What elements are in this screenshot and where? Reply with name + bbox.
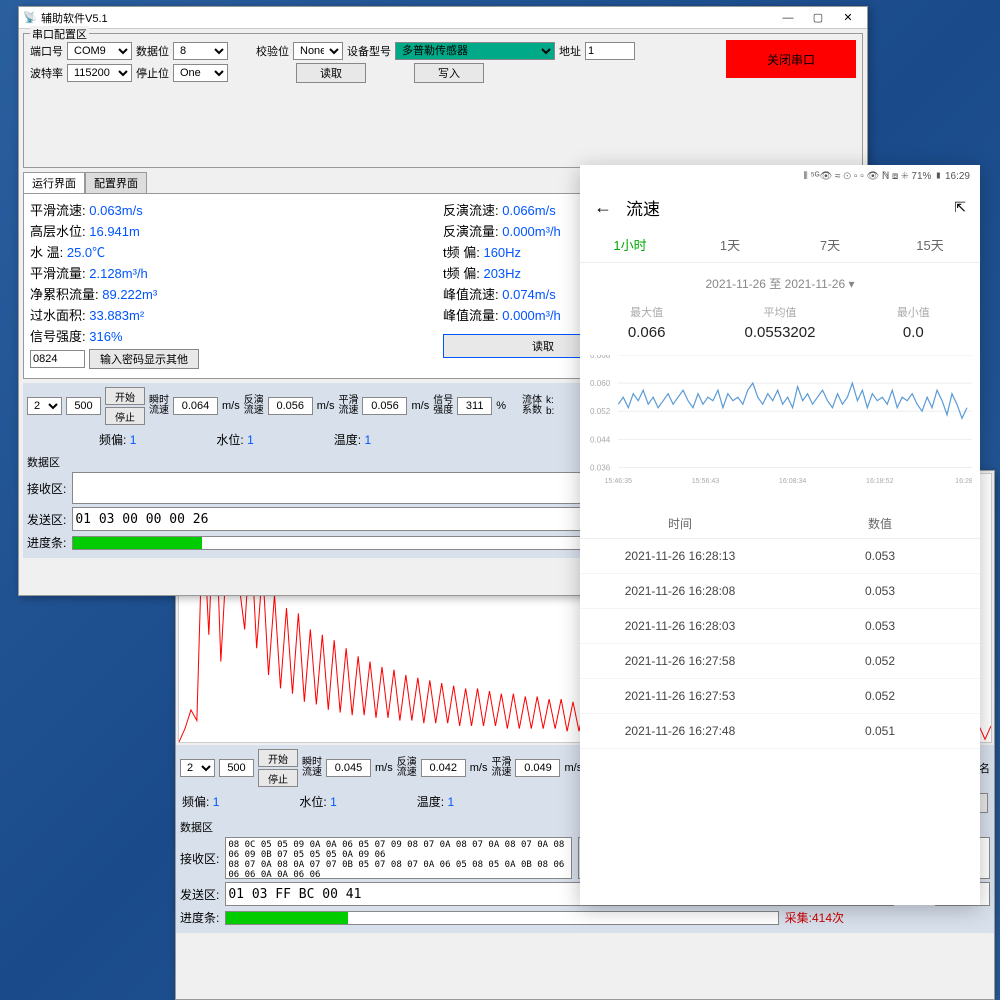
- tab-run[interactable]: 运行界面: [23, 172, 85, 193]
- smooth-vel-label: 平滑 流速: [491, 758, 511, 778]
- inst-vel-label: 瞬时 流速: [302, 758, 322, 778]
- parity-select[interactable]: None: [293, 42, 343, 60]
- svg-text:0.044: 0.044: [590, 435, 611, 444]
- close-port-button[interactable]: 关闭串口: [726, 40, 856, 78]
- svg-text:0.036: 0.036: [590, 464, 611, 473]
- progress-bar-2: [225, 911, 778, 925]
- write-button[interactable]: 写入: [414, 63, 484, 83]
- data-list-header: 时间 数值: [580, 505, 980, 539]
- share-icon[interactable]: ⇱: [954, 199, 966, 216]
- svg-text:0.060: 0.060: [590, 379, 611, 388]
- inv-vel-input[interactable]: [421, 759, 466, 777]
- recv-label: 接收区:: [180, 850, 219, 867]
- back-icon[interactable]: ←: [594, 197, 612, 218]
- mobile-app: ⫴ ⁵ᴳ👁 ≈ ⊙ ▫ ▫ 👁 ℕ ⧈ ✳ 71% ▮ 16:29 ← 流速 ⇱…: [580, 165, 980, 905]
- stats-row: 最大值0.066平均值0.0553202最小值0.0: [580, 300, 980, 349]
- device-select[interactable]: 多普勒传感器: [395, 42, 555, 60]
- sel-2[interactable]: [219, 759, 254, 777]
- mobile-statusbar: ⫴ ⁵ᴳ👁 ≈ ⊙ ▫ ▫ 👁 ℕ ⧈ ✳ 71% ▮ 16:29: [580, 165, 980, 187]
- list-item: 2021-11-26 16:27:580.052: [580, 644, 980, 679]
- stop-button[interactable]: 停止: [258, 769, 298, 787]
- read-button[interactable]: 读取: [296, 63, 366, 83]
- mobile-chart: 0.036 0.044 0.052 0.060 0.068 15:46:35 15:56:4…: [588, 355, 972, 485]
- list-item: 2021-11-26 16:28:030.053: [580, 609, 980, 644]
- tab-7天[interactable]: 7天: [780, 227, 880, 262]
- stat: 最小值0.0: [847, 304, 980, 341]
- svg-text:15:56:43: 15:56:43: [692, 478, 720, 485]
- start-button[interactable]: 开始: [105, 387, 145, 405]
- svg-text:16:28:1: 16:28:1: [955, 478, 972, 485]
- svg-text:0.052: 0.052: [590, 407, 611, 416]
- list-item: 2021-11-26 16:27:530.052: [580, 679, 980, 714]
- collect-count-2: 采集:414次: [785, 909, 844, 926]
- sel-1[interactable]: 2: [27, 397, 62, 415]
- close-icon[interactable]: ✕: [833, 8, 863, 28]
- pwd-input[interactable]: [30, 350, 85, 368]
- tab-1小时[interactable]: 1小时: [580, 227, 680, 262]
- recv-textarea[interactable]: 08 0C 05 05 09 0A 0A 06 05 07 09 08 07 0…: [225, 837, 571, 879]
- svg-text:16:18:52: 16:18:52: [866, 478, 894, 485]
- list-item: 2021-11-26 16:28:080.053: [580, 574, 980, 609]
- signal-input[interactable]: [457, 397, 492, 415]
- baud-select[interactable]: 115200: [67, 64, 132, 82]
- svg-text:15:46:35: 15:46:35: [605, 478, 633, 485]
- list-item: 2021-11-26 16:28:130.053: [580, 539, 980, 574]
- mobile-header: ← 流速 ⇱: [580, 187, 980, 227]
- svg-text:0.068: 0.068: [590, 355, 611, 360]
- smooth-vel-input[interactable]: [362, 397, 407, 415]
- minimize-icon[interactable]: —: [773, 8, 803, 28]
- tab-1天[interactable]: 1天: [680, 227, 780, 262]
- port-select[interactable]: COM9: [67, 42, 132, 60]
- pwd-button[interactable]: 输入密码显示其他: [89, 349, 199, 369]
- serial-config-group: 串口配置区 端口号 COM9 数据位 8 校验位 None 设备型号 多普勒传感…: [23, 33, 863, 168]
- maximize-icon[interactable]: ▢: [803, 8, 833, 28]
- send-label: 发送区:: [180, 886, 219, 903]
- inst-vel-input[interactable]: [326, 759, 371, 777]
- sel-1[interactable]: 2: [180, 759, 215, 777]
- tab-15天[interactable]: 15天: [880, 227, 980, 262]
- date-range[interactable]: 2021-11-26 至 2021-11-26 ▾: [580, 263, 980, 300]
- inv-vel-input[interactable]: [268, 397, 313, 415]
- progress-bar-1: [72, 536, 587, 550]
- databits-select[interactable]: 8: [173, 42, 228, 60]
- page-title: 流速: [626, 195, 940, 220]
- list-item: 2021-11-26 16:27:480.051: [580, 714, 980, 749]
- app-icon: 📡: [23, 11, 37, 25]
- stopbits-select[interactable]: One: [173, 64, 228, 82]
- titlebar: 📡 辅助软件V5.1 — ▢ ✕: [19, 7, 867, 29]
- start-button[interactable]: 开始: [258, 749, 298, 767]
- inv-vel-label: 反演 流速: [397, 758, 417, 778]
- inst-vel-input[interactable]: [173, 397, 218, 415]
- sel-2[interactable]: [66, 397, 101, 415]
- addr-input[interactable]: [585, 42, 635, 60]
- window-title: 辅助软件V5.1: [41, 10, 108, 26]
- stat: 平均值0.0553202: [713, 304, 846, 341]
- mobile-tabs: 1小时1天7天15天: [580, 227, 980, 263]
- svg-text:16:08:34: 16:08:34: [779, 478, 807, 485]
- stop-button[interactable]: 停止: [105, 407, 145, 425]
- tab-config[interactable]: 配置界面: [85, 172, 147, 193]
- stat: 最大值0.066: [580, 304, 713, 341]
- smooth-vel-input[interactable]: [515, 759, 560, 777]
- data-list: 2021-11-26 16:28:130.0532021-11-26 16:28…: [580, 539, 980, 749]
